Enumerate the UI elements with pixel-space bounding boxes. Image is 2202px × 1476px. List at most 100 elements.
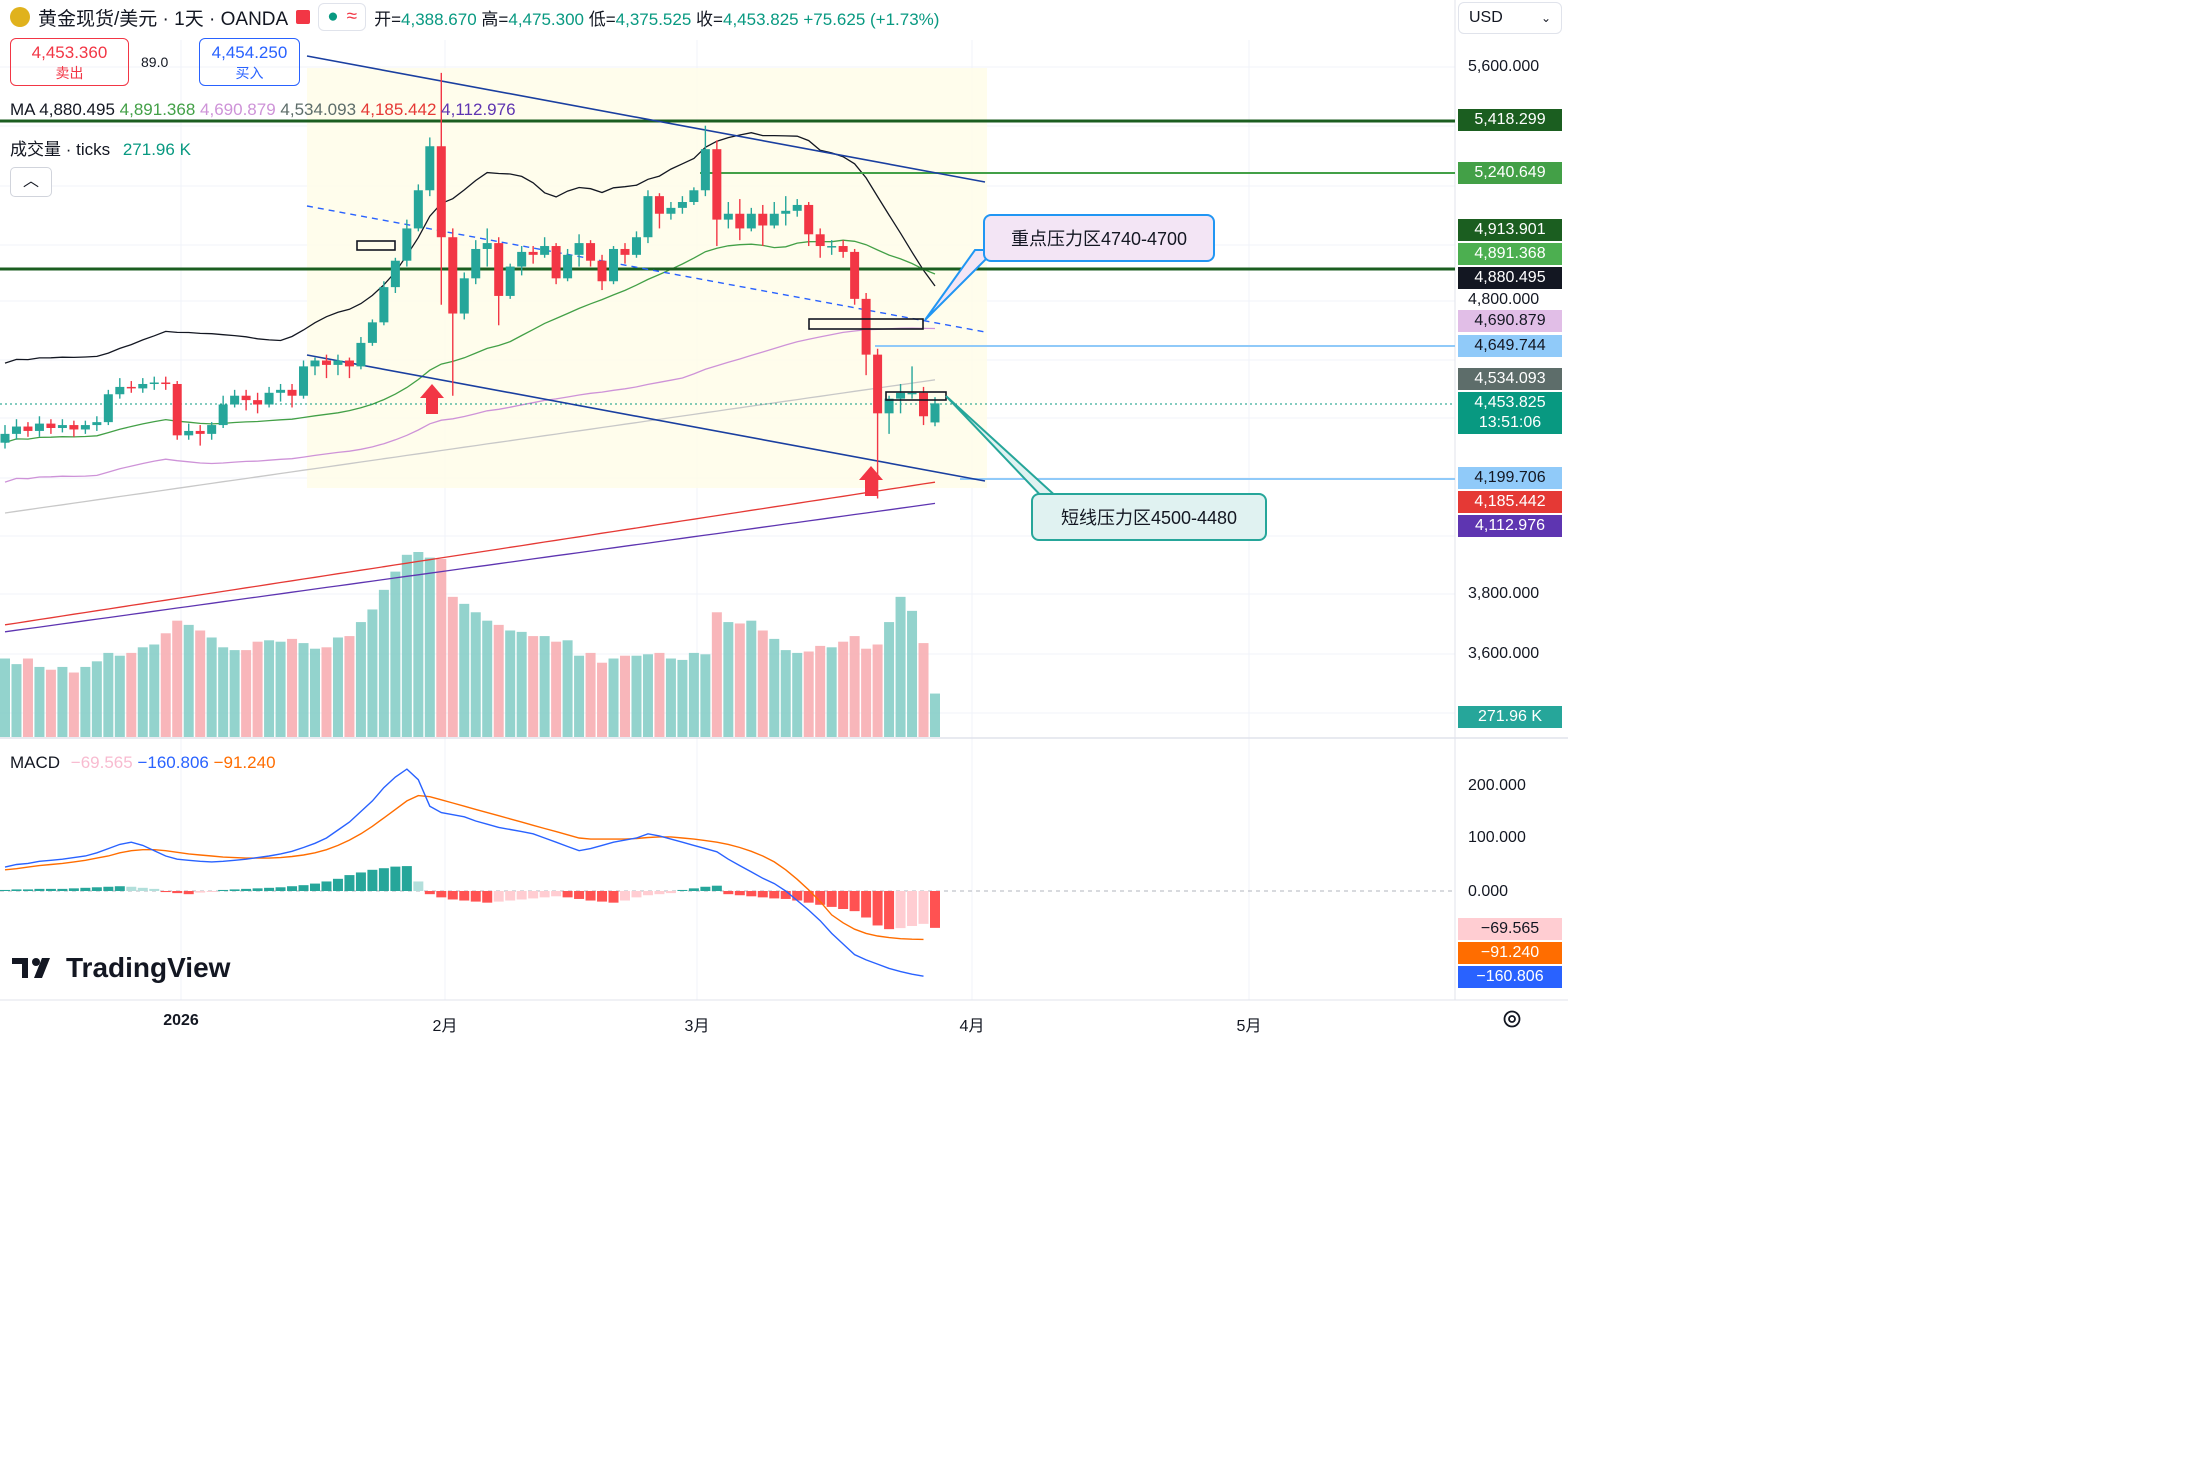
candle-body [907, 392, 917, 395]
volume-bar [493, 624, 504, 737]
macd-histogram-bar [688, 888, 699, 891]
volume-bar [229, 650, 240, 737]
symbol-title[interactable]: 黄金现货/美元 · 1天 · OANDA [38, 8, 289, 30]
candles [0, 72, 940, 499]
volume-bar [287, 638, 298, 737]
candle-body [23, 426, 33, 431]
candle-body [631, 237, 641, 255]
resistance-callout-major[interactable]: 重点压力区4740-4700 [983, 214, 1215, 262]
volume-bar [241, 650, 252, 737]
candle-body [241, 395, 251, 401]
volume-bar [68, 672, 79, 737]
volume-bar [803, 651, 814, 737]
candle-body [792, 204, 802, 211]
macd-legend[interactable]: MACD −69.565 −160.806 −91.240 [10, 753, 276, 772]
volume-bar [746, 620, 757, 737]
volume-bar [459, 603, 470, 737]
candle-body [103, 394, 113, 423]
macd-histogram-bar [183, 891, 194, 895]
ma-legend[interactable]: MA 4,880.495 4,891.368 4,690.879 4,534.0… [10, 100, 516, 119]
macd-histogram-bar [310, 883, 320, 891]
macd-histogram-bar [321, 881, 332, 891]
price-chart[interactable] [0, 0, 1568, 1051]
volume-bar [723, 622, 734, 737]
macd-histogram-bar [872, 891, 883, 926]
volume-bar [539, 636, 550, 737]
volume-bar [562, 640, 573, 737]
candle-body [149, 382, 159, 385]
macd-histogram-bar [884, 891, 895, 930]
macd-histogram-bar [390, 866, 401, 891]
macd-histogram-bar [597, 891, 608, 902]
volume-bar [769, 638, 780, 737]
price-tag: 4,649.744 [1458, 335, 1562, 357]
price-tag: −160.806 [1458, 966, 1562, 988]
highlight-zone [307, 68, 987, 488]
macd-histogram-bar [918, 891, 929, 924]
candle-body [494, 243, 504, 296]
volume-bar [11, 664, 22, 737]
price-tag: 4,880.495 [1458, 267, 1562, 289]
candle-body [482, 243, 492, 249]
candle-body [172, 383, 182, 436]
macd-histogram-bar [11, 889, 22, 891]
macd-histogram-bar [287, 886, 298, 891]
volume-bar [642, 654, 653, 737]
candle-body [746, 213, 756, 229]
volume-bar [252, 641, 263, 737]
candle-body [597, 260, 607, 282]
symbol-header: 黄金现货/美元 · 1天 · OANDA ● ≈ 开=4,388.670 高=4… [10, 3, 940, 31]
candle-body [861, 298, 871, 355]
volume-bar [597, 662, 608, 737]
moving-average-line [4, 481, 936, 626]
candle-body [827, 246, 837, 248]
flag-icon[interactable] [296, 10, 311, 24]
sell-button[interactable]: 4,453.360 卖出 [10, 38, 129, 86]
market-status[interactable]: ● ≈ [318, 3, 367, 31]
macd-histogram-bar [838, 891, 849, 910]
macd-histogram-bar [447, 891, 458, 900]
macd-histogram-bar [746, 891, 757, 897]
price-tag: 271.96 K [1458, 706, 1562, 728]
candle-body [781, 210, 791, 214]
candle-body [769, 213, 779, 226]
volume-legend[interactable]: 成交量 · ticks 271.96 K [10, 140, 191, 159]
price-tag: 13:51:06 [1458, 412, 1562, 434]
resistance-callout-short[interactable]: 短线压力区4500-4480 [1031, 493, 1267, 541]
candle-body [896, 392, 906, 399]
ohlc-readout: 开=4,388.670 高=4,475.300 低=4,375.525 收=4,… [374, 9, 940, 29]
macd-histogram-bar [80, 887, 91, 891]
macd-histogram-bar [642, 891, 653, 896]
volume-bar [620, 655, 630, 737]
candle-body [551, 246, 561, 279]
macd-histogram-bar [861, 891, 872, 918]
volume-bar [516, 631, 527, 737]
price-tag: 4,112.976 [1458, 515, 1562, 537]
candle-body [643, 196, 653, 238]
macd-histogram-bar [930, 891, 940, 928]
price-tag: 5,418.299 [1458, 109, 1562, 131]
currency-select[interactable]: USD ⌄ [1458, 2, 1562, 34]
macd-histogram-bar [160, 891, 171, 893]
candle-body [310, 360, 320, 367]
candle-body [230, 395, 240, 405]
candle-body [321, 360, 331, 365]
macd-histogram-bar [493, 891, 504, 902]
volume-bar [34, 666, 45, 737]
buy-button[interactable]: 4,454.250 买入 [199, 38, 300, 86]
macd-histogram-bar [68, 888, 79, 891]
volume-bar [505, 630, 516, 737]
candle-body [34, 423, 44, 431]
volume-bar [528, 636, 539, 737]
volume-bar [608, 658, 619, 737]
candle-body [448, 237, 458, 314]
collapse-legend-button[interactable]: ︿ [10, 167, 52, 197]
macd-histogram-bar [91, 887, 102, 891]
tradingview-logo[interactable]: TradingView [12, 952, 230, 984]
candle-body [115, 386, 125, 395]
candle-body [712, 149, 722, 220]
settings-gear-icon[interactable] [1501, 1008, 1523, 1030]
volume-bar [849, 636, 860, 737]
macd-histogram-bar [826, 891, 837, 907]
macd-histogram-bar [608, 891, 619, 903]
